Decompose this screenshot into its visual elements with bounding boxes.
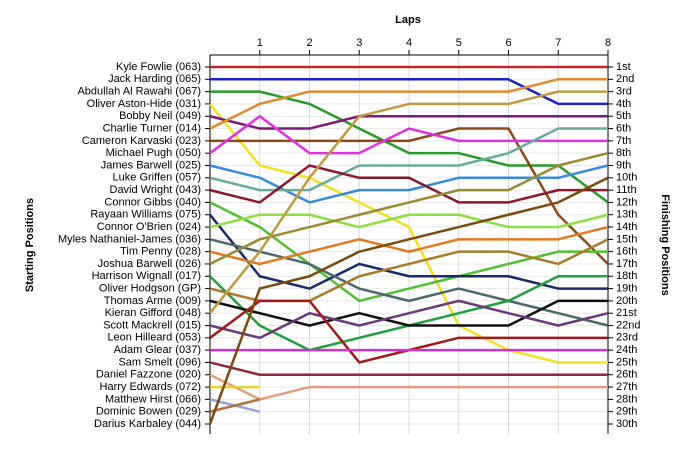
driver-label: Harry Edwards (072) [100,381,201,393]
driver-label: Oliver Aston-Hide (031) [87,98,201,110]
y2-tick-label: 1st [616,61,631,73]
y2-tick-label: 14th [616,221,637,233]
y2-tick-label: 23rd [616,332,638,344]
driver-label: Kieran Gifford (048) [105,307,201,319]
chart-title: Laps [395,14,421,26]
driver-label: James Barwell (025) [101,159,201,171]
driver-label: Myles Nathaniel-James (036) [58,233,201,245]
y2-tick-label: 17th [616,258,637,270]
position-line [209,299,608,327]
position-line [209,361,608,377]
driver-label: Michael Pugh (050) [106,147,201,159]
driver-label: Kyle Fowlie (063) [116,61,201,73]
position-line [210,90,609,204]
driver-label: Rayaan Williams (075) [90,209,201,221]
y2-tick-label: 11th [616,184,637,196]
position-line [209,225,609,266]
x-tick-label: 7 [555,37,561,49]
position-line [209,151,609,266]
position-line [209,78,608,130]
y2-tick-label: 4th [616,98,631,110]
y2-tick-label: 19th [616,282,637,294]
x-tick-label: 2 [306,37,312,49]
driver-label: Luke Griffen (057) [113,172,201,184]
position-line [209,90,608,314]
x-tick-label: 5 [456,37,462,49]
x-tick-label: 4 [406,37,412,49]
y2-tick-label: 12th [616,196,637,208]
driver-label: Harrison Wignall (017) [92,270,201,282]
driver-label: Abdullah Al Rawahi (067) [77,86,201,98]
position-line [210,127,609,265]
y2-tick-label: 29th [616,406,637,418]
driver-label: Cameron Karvaski (023) [82,135,201,147]
position-line [209,114,608,155]
position-line [209,299,609,340]
y2-tick-label: 2nd [616,73,634,85]
position-line [209,103,608,364]
y2-tick-label: 22nd [616,319,640,331]
driver-label: Jack Harding (065) [108,73,201,85]
y2-tick-label: 20th [616,295,637,307]
driver-label: Tim Penny (028) [120,246,201,258]
y2-tick-label: 15th [616,233,637,245]
position-line [209,373,608,401]
driver-label: Leon Hilleard (053) [107,332,201,344]
y2-tick-label: 8th [616,147,631,159]
y2-tick-label: 7th [616,135,631,147]
position-line [209,164,609,204]
y2-tick-label: 27th [616,381,637,393]
driver-label: Thomas Arme (009) [104,295,201,307]
y2-tick-label: 24th [616,344,637,356]
y2-axis-label: Finishing Positions [659,194,671,295]
driver-label: Connor O'Brien (024) [97,221,201,233]
driver-label: Charlie Turner (014) [103,122,201,134]
position-line [209,398,261,413]
driver-label: Sam Smelt (096) [118,356,201,368]
driver-label: Scott Mackrell (015) [103,319,201,331]
driver-label: Darius Karbaley (044) [94,418,201,430]
driver-label: David Wright (043) [110,184,202,196]
y2-tick-label: 26th [616,369,637,381]
y2-tick-label: 6th [616,122,631,134]
x-tick-label: 6 [505,37,511,49]
driver-label: Matthew Hirst (066) [105,393,201,405]
driver-label: Connor Gibbs (040) [104,196,201,208]
driver-label: Daniel Fazzone (020) [96,369,201,381]
position-line [208,176,609,425]
y2-tick-label: 21st [616,307,637,319]
y2-tick-label: 10th [616,172,637,184]
x-tick-label: 8 [605,37,611,49]
y2-tick-label: 30th [616,418,637,430]
y2-tick-label: 3rd [616,86,632,98]
y2-tick-label: 9th [616,159,631,171]
y2-tick-label: 28th [616,393,637,405]
driver-label: Bobby Neil (049) [119,110,201,122]
x-tick-label: 3 [356,37,362,49]
driver-label: Joshua Barwell (026) [98,258,201,270]
y2-tick-label: 5th [616,110,631,122]
y-axis-label: Starting Positions [24,198,36,292]
driver-label: Adam Glear (037) [114,344,201,356]
y2-tick-label: 13th [616,209,637,221]
y2-tick-label: 16th [616,246,637,258]
driver-label: Oliver Hodgson (GP) [99,282,201,294]
y2-tick-label: 25th [616,356,637,368]
position-line [209,164,608,204]
position-line [209,201,608,303]
x-tick-label: 1 [257,37,263,49]
driver-label: Dominic Bowen (029) [96,406,201,418]
position-line [209,213,609,229]
y2-tick-label: 18th [616,270,637,282]
